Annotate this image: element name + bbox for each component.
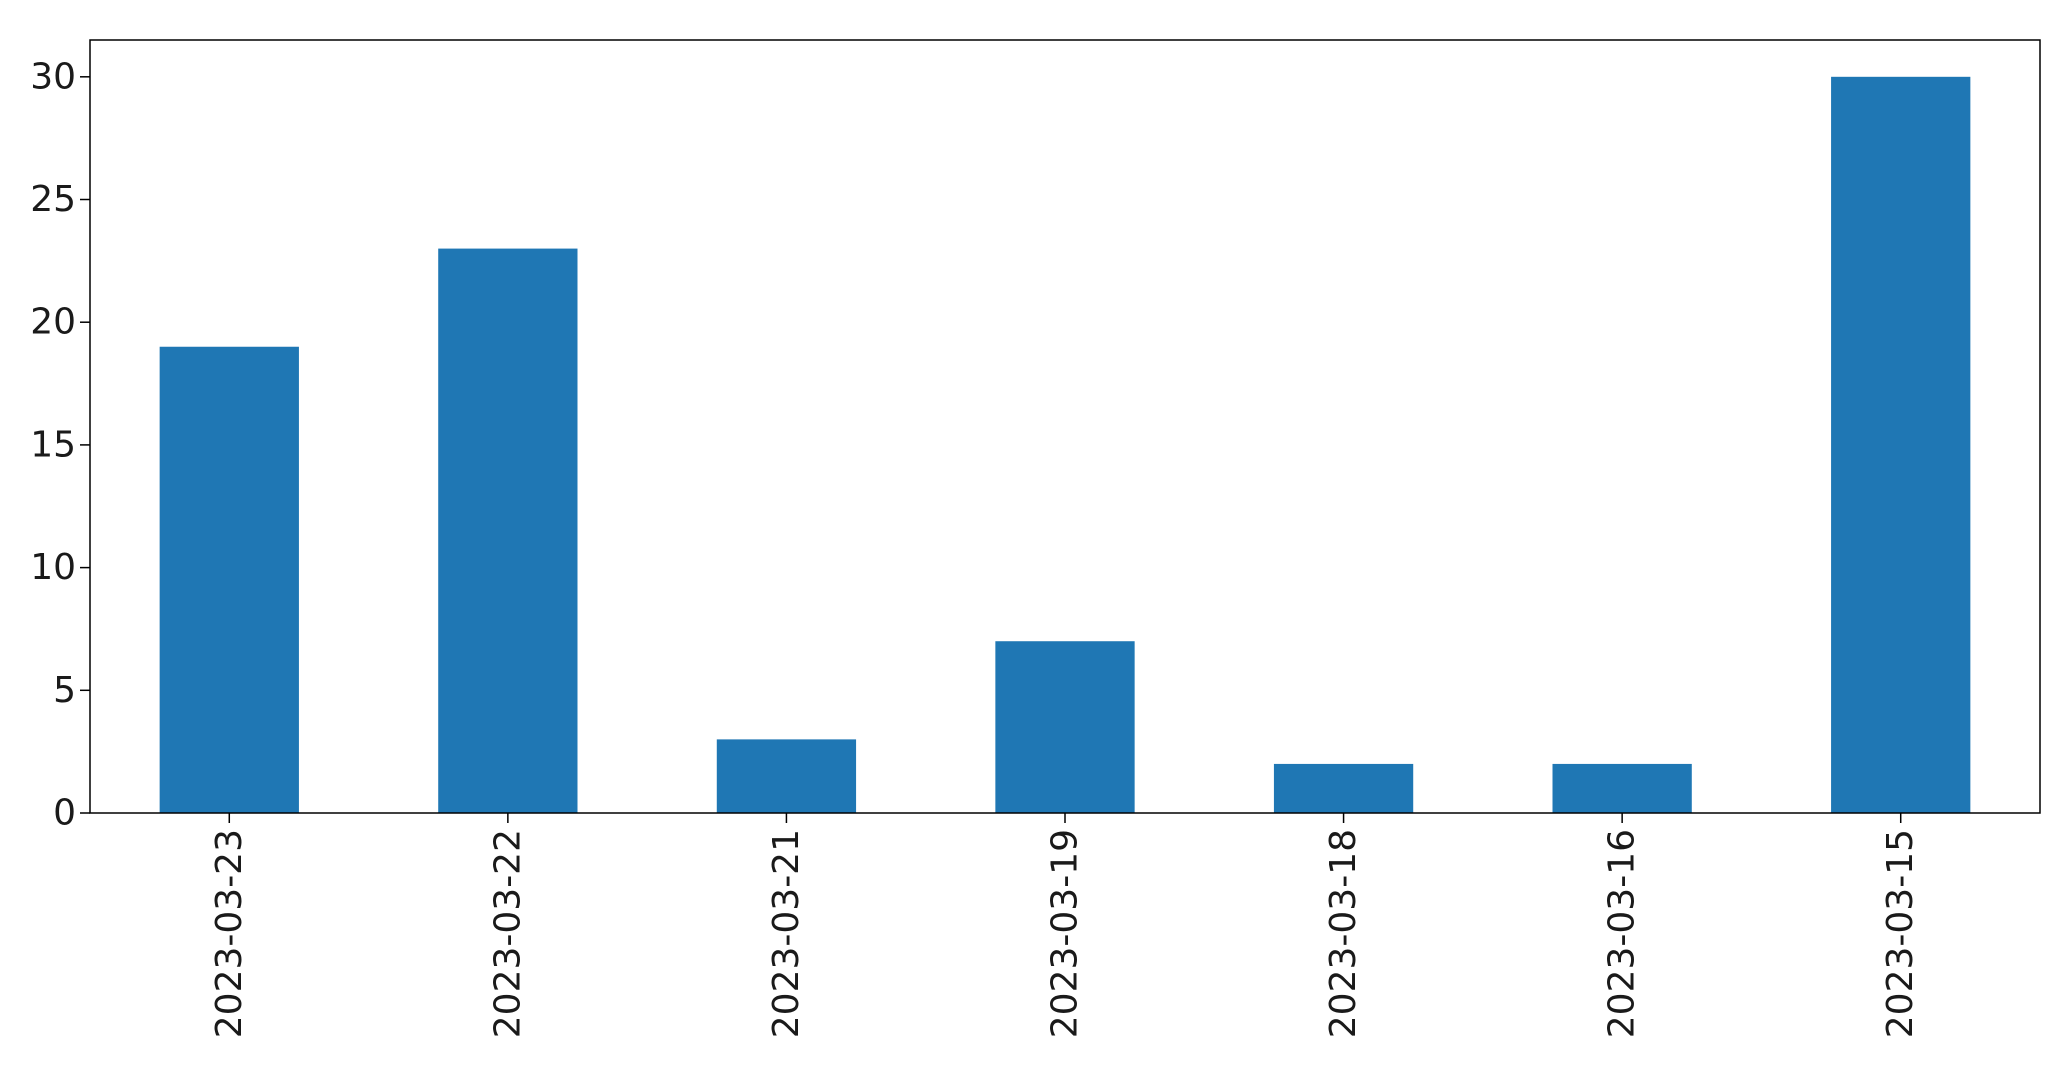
bar-2023-03-22	[438, 248, 578, 814]
bar-2023-03-23	[159, 346, 299, 813]
y-tick-label: 25	[30, 179, 76, 220]
y-tick-label: 5	[53, 670, 76, 711]
bar-2023-03-21	[716, 739, 857, 813]
y-tick-label: 15	[30, 424, 76, 465]
x-tick-label: 2023-03-16	[1602, 829, 1643, 1038]
y-axis: 0 5 10 15 20 25 30	[30, 56, 90, 834]
x-tick-label: 2023-03-22	[487, 829, 528, 1038]
bar-2023-03-18	[1273, 763, 1414, 813]
y-tick-label: 10	[30, 547, 76, 588]
y-tick-label: 20	[30, 302, 76, 343]
bar-2023-03-16	[1552, 763, 1692, 813]
x-axis: 2023-03-23 2023-03-22 2023-03-21 2023-03-19…	[209, 813, 1921, 1038]
x-tick-label: 2023-03-21	[766, 829, 807, 1038]
bar-2023-03-15	[1831, 76, 1971, 814]
bars-layer	[159, 76, 1971, 814]
x-tick-label: 2023-03-19	[1045, 829, 1086, 1038]
x-tick-label: 2023-03-23	[209, 829, 250, 1038]
plot-frame	[89, 39, 2041, 814]
x-tick-label: 2023-03-15	[1880, 829, 1921, 1038]
y-tick-label: 30	[30, 56, 76, 97]
y-tick-label: 0	[53, 793, 76, 834]
x-tick-label: 2023-03-18	[1323, 829, 1364, 1038]
bar-2023-03-19	[995, 641, 1135, 813]
